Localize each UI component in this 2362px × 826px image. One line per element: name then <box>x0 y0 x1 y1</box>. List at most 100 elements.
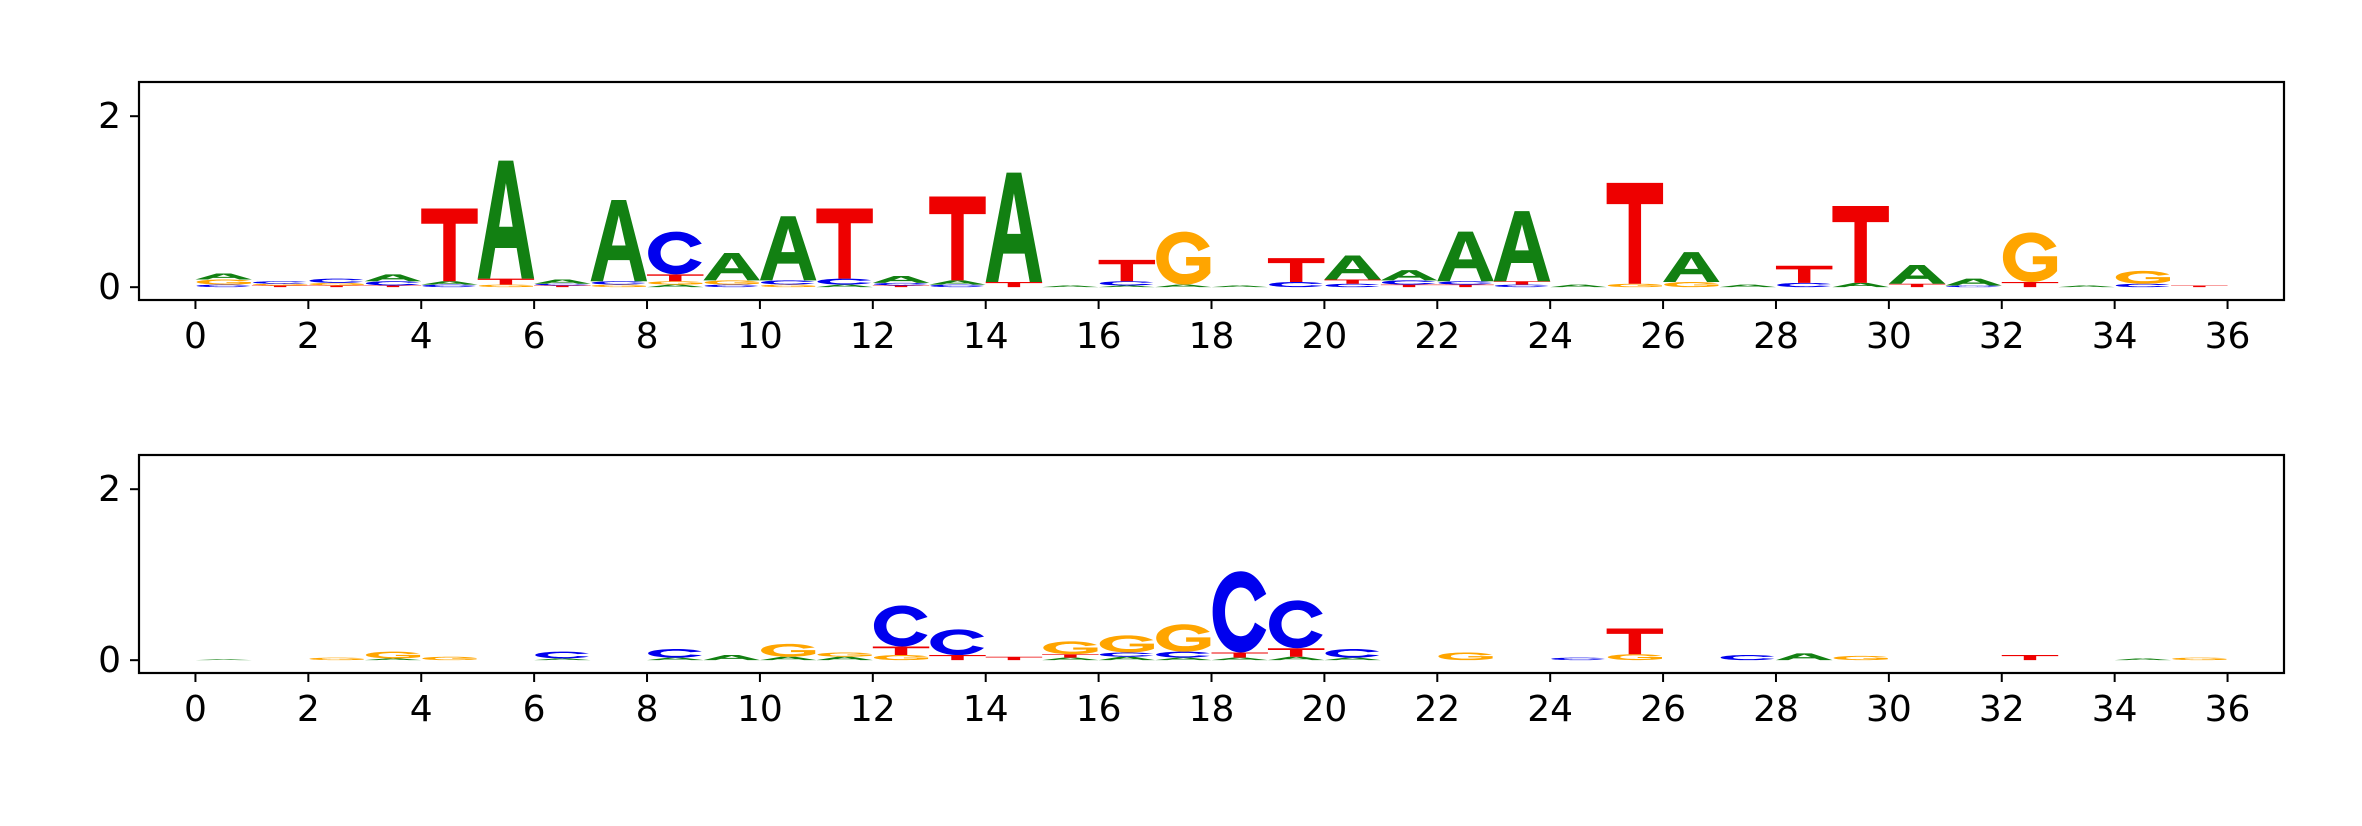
letter-C-pos-21 <box>1381 280 1436 285</box>
letter-A-pos-31 <box>1945 278 2002 286</box>
letter-T-pos-32 <box>2001 282 2059 288</box>
letter-T-pos-3 <box>364 285 422 288</box>
letter-G-pos-2 <box>309 657 364 661</box>
letter-A-pos-9 <box>703 655 760 661</box>
letter-A-pos-15 <box>1042 285 1099 288</box>
letter-G-pos-29 <box>1833 655 1888 661</box>
letter-C-pos-31 <box>1946 285 2001 288</box>
letter-C-pos-19 <box>1269 282 1323 288</box>
x-tick-label: 12 <box>850 689 896 730</box>
y-tick-label: 2 <box>98 469 121 510</box>
letter-A-pos-28 <box>1775 653 1833 661</box>
letter-A-pos-18 <box>1211 657 1268 661</box>
letter-G-pos-12 <box>873 655 929 661</box>
letter-G-pos-10 <box>761 643 816 657</box>
letter-T-pos-29 <box>1832 205 1889 283</box>
letter-G-pos-32 <box>2002 232 2058 283</box>
letter-T-pos-21 <box>1380 284 1438 288</box>
letter-G-pos-25 <box>1607 654 1662 661</box>
x-tick-label: 0 <box>184 689 207 730</box>
letter-T-pos-16 <box>1098 259 1156 282</box>
letter-T-pos-12 <box>872 646 930 656</box>
letter-G-pos-17 <box>1156 624 1211 652</box>
x-tick-label: 32 <box>1979 316 2025 357</box>
letter-C-pos-6 <box>535 283 589 286</box>
letter-T-pos-14 <box>985 282 1043 288</box>
letter-G-pos-35 <box>2172 657 2227 661</box>
letter-A-pos-27 <box>1719 284 1776 288</box>
letter-T-pos-15 <box>1042 654 1099 658</box>
letter-T-pos-13 <box>929 655 986 661</box>
letter-A-pos-21 <box>1380 270 1438 281</box>
letter-C-pos-16 <box>1099 281 1154 286</box>
letter-G-pos-0 <box>196 279 251 285</box>
letter-G-pos-16 <box>1099 635 1154 653</box>
logo-letters <box>195 160 2228 288</box>
letter-G-pos-4 <box>422 656 477 661</box>
letter-A-pos-11 <box>816 656 873 661</box>
letter-A-pos-6 <box>534 658 591 661</box>
letter-C-pos-7 <box>591 281 646 285</box>
x-tick-label: 8 <box>636 689 659 730</box>
letter-A-pos-0 <box>195 659 252 661</box>
letter-C-pos-20 <box>1325 283 1380 288</box>
x-tick-label: 6 <box>523 689 546 730</box>
x-tick-label: 34 <box>2092 689 2138 730</box>
logo-letters <box>195 571 2227 661</box>
letter-C-pos-1 <box>253 281 307 284</box>
letter-C-pos-17 <box>1156 651 1210 658</box>
y-tick-label: 0 <box>98 267 121 308</box>
letter-C-pos-8 <box>648 231 702 275</box>
letter-T-pos-14 <box>985 656 1043 661</box>
letter-A-pos-17 <box>1155 657 1212 661</box>
x-tick-label: 28 <box>1753 689 1799 730</box>
x-tick-label: 24 <box>1527 316 1573 357</box>
letter-G-pos-22 <box>1438 652 1493 661</box>
letter-A-pos-5 <box>477 160 535 279</box>
letter-T-pos-19 <box>1267 648 1325 657</box>
letter-T-pos-25 <box>1606 182 1664 284</box>
x-tick-label: 30 <box>1866 689 1912 730</box>
letter-A-pos-0 <box>195 273 252 280</box>
letter-T-pos-28 <box>1775 265 1833 283</box>
letter-T-pos-20 <box>1324 279 1381 284</box>
letter-G-pos-3 <box>365 651 421 659</box>
letter-A-pos-17 <box>1155 284 1212 288</box>
x-tick-label: 14 <box>963 689 1009 730</box>
letter-T-pos-23 <box>1493 281 1551 285</box>
x-tick-label: 22 <box>1414 689 1460 730</box>
x-axis: 0 2 4 6 8 10 12 14 16 18 20 22 24 26 28 30 32 34 36 <box>184 673 2250 730</box>
letter-T-pos-13 <box>929 196 986 281</box>
letter-C-pos-28 <box>1777 282 1831 288</box>
letter-A-pos-8 <box>647 284 704 288</box>
letter-G-pos-7 <box>591 284 646 288</box>
letter-G-pos-9 <box>704 280 759 285</box>
y-tick-label: 0 <box>98 640 121 681</box>
x-tick-label: 22 <box>1414 316 1460 357</box>
letter-A-pos-20 <box>1324 255 1381 280</box>
letter-G-pos-26 <box>1664 282 1719 288</box>
letter-C-pos-20 <box>1325 649 1380 658</box>
letter-T-pos-25 <box>1606 628 1664 655</box>
letter-C-pos-3 <box>365 281 420 286</box>
letter-A-pos-13 <box>929 280 986 285</box>
letter-A-pos-14 <box>985 172 1043 283</box>
letter-G-pos-11 <box>817 652 872 657</box>
x-tick-label: 26 <box>1640 689 1686 730</box>
letter-G-pos-8 <box>648 281 703 285</box>
y-axis: 02 <box>98 469 139 681</box>
letter-C-pos-11 <box>817 278 872 285</box>
letter-T-pos-8 <box>647 274 704 282</box>
letter-C-pos-16 <box>1099 652 1154 657</box>
x-tick-label: 16 <box>1076 316 1122 357</box>
letter-C-pos-9 <box>704 284 759 288</box>
letter-T-pos-5 <box>477 278 535 285</box>
x-tick-label: 36 <box>2205 689 2251 730</box>
letter-C-pos-22 <box>1438 281 1493 285</box>
x-tick-label: 12 <box>850 316 896 357</box>
letter-A-pos-30 <box>1888 264 1946 284</box>
letter-T-pos-35 <box>2171 285 2228 288</box>
letter-A-pos-10 <box>759 216 817 281</box>
